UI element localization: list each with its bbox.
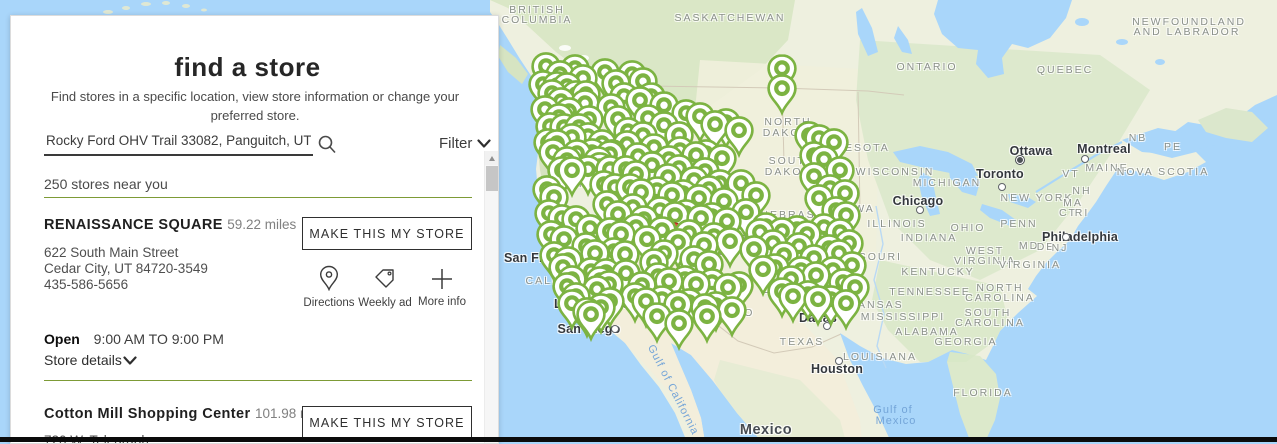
store-pin[interactable] <box>719 297 746 334</box>
address-line: 622 South Main Street <box>44 245 179 260</box>
filter-button[interactable]: Filter <box>439 135 473 152</box>
rivers <box>873 141 1123 369</box>
store-address: 622 South Main Street Cedar City, UT 847… <box>44 245 208 293</box>
divider <box>44 197 472 198</box>
store-name: RENAISSANCE SQUARE 59.22 miles <box>44 217 296 233</box>
store-distance: 59.22 miles <box>227 217 297 232</box>
scrollbar-up-arrow[interactable] <box>485 151 498 165</box>
chevron-down-icon[interactable] <box>123 356 137 366</box>
results-count: 250 stores near you <box>44 176 168 192</box>
directions-action[interactable]: Directions <box>300 265 358 309</box>
store-name: Cotton Mill Shopping Center 101.98 miles <box>44 406 332 422</box>
page-subtitle: Find stores in a specific location, view… <box>50 89 460 123</box>
directions-label: Directions <box>303 297 355 309</box>
store-details-toggle[interactable]: Store details <box>44 352 122 368</box>
weekly-ad-action[interactable]: Weekly ad <box>356 267 414 309</box>
newfoundland-island <box>1198 108 1268 142</box>
tag-icon <box>375 269 394 288</box>
make-this-my-store-button[interactable]: MAKE THIS MY STORE <box>302 406 472 439</box>
store-search-input[interactable] <box>44 126 313 156</box>
find-a-store-panel: find a store Find stores in a specific l… <box>10 15 499 444</box>
open-status: Open <box>44 331 80 347</box>
aleutian-islands <box>103 1 207 14</box>
store-phone: 435-586-5656 <box>44 277 129 292</box>
screenshot-bottom-edge <box>0 437 1277 442</box>
store-pin[interactable] <box>833 290 860 327</box>
weekly-ad-label: Weekly ad <box>358 297 412 309</box>
more-info-label: More info <box>418 296 466 308</box>
make-this-my-store-button[interactable]: MAKE THIS MY STORE <box>302 217 472 250</box>
florida-peninsula <box>947 352 1000 442</box>
scrollbar[interactable] <box>484 151 498 443</box>
scrollbar-thumb[interactable] <box>486 166 498 191</box>
hours-text: 9:00 AM TO 9:00 PM <box>93 331 224 347</box>
address-line: Cedar City, UT 84720-3549 <box>44 261 208 276</box>
map-pin-icon <box>319 265 339 291</box>
plus-icon <box>432 269 452 289</box>
store-name-text: Cotton Mill Shopping Center <box>44 406 251 422</box>
divider <box>44 380 472 381</box>
chevron-down-icon[interactable] <box>477 139 491 149</box>
store-pin[interactable] <box>694 303 721 340</box>
store-hours: Open 9:00 AM TO 9:00 PM <box>44 331 224 347</box>
more-info-action[interactable]: More info <box>413 268 471 308</box>
store-pin[interactable] <box>769 75 796 112</box>
store-pin[interactable] <box>666 310 693 347</box>
page-title: find a store <box>174 52 321 82</box>
vancouver-island <box>498 45 528 84</box>
search-icon[interactable] <box>317 134 337 154</box>
store-name-text: RENAISSANCE SQUARE <box>44 217 223 233</box>
